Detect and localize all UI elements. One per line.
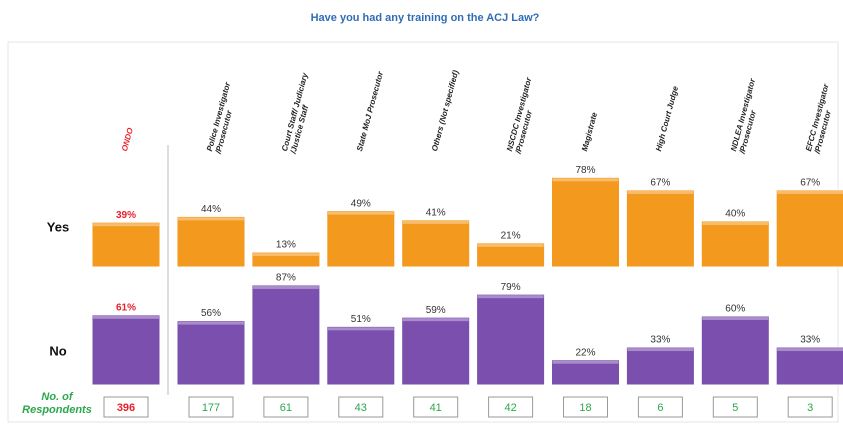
series-label: No — [49, 343, 66, 358]
bar — [551, 359, 620, 386]
bar-highlight — [477, 243, 544, 247]
bar — [251, 284, 321, 386]
series-label: Yes — [47, 219, 69, 234]
bar — [401, 316, 471, 386]
value-label: 78% — [575, 165, 595, 176]
bar — [326, 210, 396, 268]
bar — [326, 325, 396, 386]
value-label: 49% — [351, 198, 371, 209]
bar — [251, 251, 321, 268]
bar-highlight — [477, 295, 544, 299]
bar-highlight — [777, 348, 843, 352]
bar — [176, 215, 246, 268]
bar-highlight — [327, 211, 394, 215]
bar-highlight — [402, 318, 469, 322]
value-label: 21% — [501, 230, 521, 241]
respondent-count: 42 — [504, 402, 516, 414]
value-label: 13% — [276, 240, 296, 251]
bar-highlight — [93, 223, 159, 227]
value-label: 33% — [800, 335, 820, 346]
chart-title: Have you had any training on the ACJ Law… — [311, 12, 540, 24]
bar — [700, 220, 770, 268]
bar-highlight — [252, 253, 319, 257]
value-label: 39% — [116, 210, 136, 221]
bar — [476, 293, 546, 386]
respondent-count: 177 — [202, 402, 220, 414]
respondent-count: 3 — [807, 402, 813, 414]
bar-highlight — [552, 360, 619, 364]
bar-highlight — [178, 321, 244, 325]
value-label: 44% — [201, 204, 221, 215]
value-label: 79% — [501, 282, 521, 293]
respondent-box — [488, 396, 534, 418]
value-label: 87% — [276, 273, 296, 284]
value-label: 41% — [426, 207, 446, 218]
bar-highlight — [627, 348, 694, 352]
bar-highlight — [777, 190, 843, 194]
respondent-box — [263, 396, 309, 418]
bar-highlight — [702, 317, 769, 320]
bar — [476, 242, 546, 268]
bar-highlight — [702, 222, 769, 225]
bar-highlight — [252, 285, 319, 289]
respondent-box — [787, 396, 833, 418]
bar — [625, 189, 695, 268]
respondent-count: 396 — [117, 402, 135, 414]
respondents-title: No. of Respondents — [22, 391, 92, 416]
bar — [91, 221, 161, 268]
value-label: 60% — [725, 304, 745, 315]
bar — [551, 176, 620, 268]
respondent-box — [637, 396, 683, 418]
value-label: 59% — [426, 305, 446, 316]
respondent-box — [563, 396, 608, 418]
value-label: 22% — [575, 347, 595, 358]
bar-highlight — [627, 190, 694, 194]
respondent-count: 43 — [355, 402, 367, 414]
respondent-box — [712, 396, 758, 418]
value-label: 33% — [650, 335, 670, 346]
bar — [401, 219, 471, 268]
bar-highlight — [402, 220, 469, 224]
respondent-box — [188, 396, 234, 418]
value-label: 67% — [650, 178, 670, 189]
respondent-count: 41 — [430, 402, 442, 414]
value-label: 40% — [725, 209, 745, 220]
respondent-count: 6 — [657, 402, 663, 414]
bar — [625, 346, 695, 386]
respondent-count: 5 — [732, 402, 738, 414]
value-label: 56% — [201, 308, 221, 319]
respondent-count: 18 — [579, 402, 591, 414]
bar-highlight — [327, 327, 394, 331]
value-label: 67% — [800, 178, 820, 189]
respondent-box — [413, 396, 459, 418]
bar — [775, 189, 843, 268]
respondent-box — [338, 396, 384, 418]
bar — [700, 315, 770, 386]
bar-highlight — [552, 178, 619, 182]
bar-highlight — [178, 217, 244, 221]
bar — [775, 346, 843, 386]
bar-highlight — [93, 315, 159, 319]
value-label: 51% — [351, 314, 371, 325]
bar — [176, 320, 246, 386]
respondent-count: 61 — [280, 402, 292, 414]
value-label: 61% — [116, 302, 136, 313]
respondent-box — [103, 396, 149, 418]
bar — [91, 314, 161, 386]
